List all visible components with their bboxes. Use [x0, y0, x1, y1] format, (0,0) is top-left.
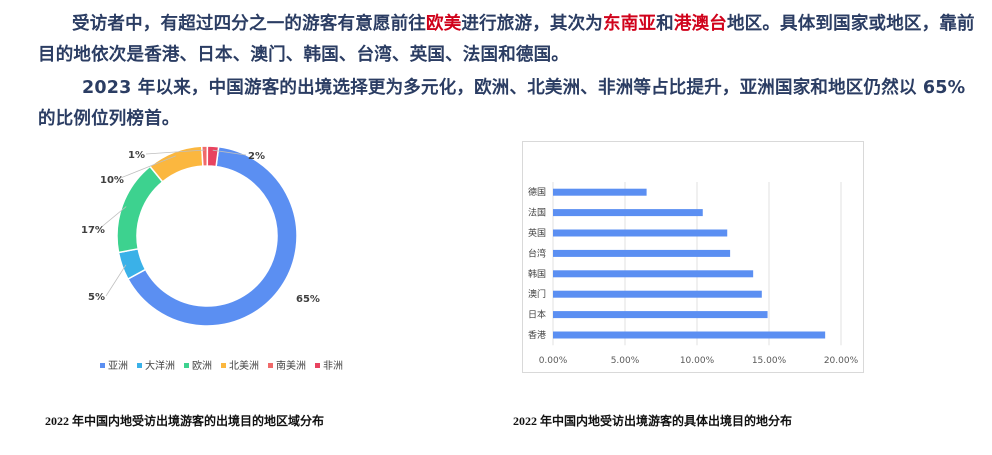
donut-slice-africa [206, 145, 220, 168]
legend-item-south_america: 南美洲 [268, 357, 306, 372]
bar-category-label-1: 日本 [528, 309, 546, 321]
bar-chart-caption: 2022 年中国内地受访出境游客的具体出境目的地分布 [513, 414, 793, 428]
donut-slice-north_america [148, 145, 204, 183]
legend-swatch-asia [100, 363, 105, 368]
bar-2 [553, 290, 762, 298]
bar-xtick-1: 5.00% [611, 356, 640, 366]
legend-swatch-north_america [221, 363, 226, 368]
paragraph-1: 受访者中，有超过四分之一的游客有意愿前往欧美进行旅游，其次为东南亚和港澳台地区。… [38, 9, 978, 71]
donut-leader-north_america [117, 155, 176, 180]
donut-label-europe: 17% [81, 225, 105, 236]
bar-xtick-2: 10.00% [680, 356, 715, 366]
bar-category-label-0: 香港 [528, 329, 546, 341]
donut-leader-south_america [145, 149, 205, 155]
bar-1 [553, 311, 768, 319]
bar-0 [553, 331, 826, 339]
bar-3 [553, 270, 754, 278]
legend-item-asia: 亚洲 [100, 357, 128, 372]
donut-leader-africa [212, 149, 247, 156]
donut-legend: 亚洲 大洋洲 欧洲 北美洲 南美洲 非洲 [100, 357, 352, 372]
bar-category-label-2: 澳门 [528, 288, 546, 300]
donut-leader-oceania [105, 264, 127, 297]
p1-text-a: 受访者中，有超过四分之一的游客有意愿前往 [72, 14, 426, 34]
legend-label-asia: 亚洲 [108, 361, 128, 372]
bar-6 [553, 209, 703, 217]
legend-label-europe: 欧洲 [192, 361, 212, 372]
legend-item-europe: 欧洲 [184, 357, 212, 372]
donut-leader-europe [98, 206, 127, 230]
legend-swatch-africa [315, 363, 320, 368]
donut-label-south_america: 1% [128, 150, 145, 161]
legend-swatch-oceania [137, 363, 142, 368]
bar-xtick-0: 0.00% [539, 356, 568, 366]
donut-label-asia: 65% [296, 294, 320, 305]
p1-text-c: 和 [656, 14, 674, 34]
p1-highlight-southeast-asia: 东南亚 [603, 14, 657, 34]
legend-label-oceania: 大洋洲 [145, 361, 175, 372]
legend-label-north_america: 北美洲 [229, 361, 259, 372]
legend-item-africa: 非洲 [315, 357, 343, 372]
bar-5 [553, 229, 728, 237]
bar-category-label-5: 英国 [528, 227, 546, 239]
bar-xtick-4: 20.00% [824, 356, 859, 366]
bar-7 [553, 188, 647, 196]
legend-swatch-south_america [268, 363, 273, 368]
donut-label-africa: 2% [248, 151, 265, 162]
bar-category-label-6: 法国 [528, 207, 546, 219]
bar-xtick-3: 15.00% [752, 356, 787, 366]
p1-text-d: 地区。具体到国家或地区，靠前目的地依次是香港、日本、澳门、韩国、台湾、英国、法国… [38, 14, 975, 65]
p2-text: 2023 年以来，中国游客的出境选择更为多元化，欧洲、北美洲、非洲等占比提升，亚… [38, 78, 966, 129]
donut-label-north_america: 10% [100, 175, 124, 186]
p1-highlight-europe-america: 欧美 [426, 14, 462, 34]
donut-slice-asia [126, 145, 298, 327]
paragraph-2: 2023 年以来，中国游客的出境选择更为多元化，欧洲、北美洲、非洲等占比提升，亚… [38, 73, 978, 135]
bar-category-label-4: 台湾 [528, 247, 546, 259]
legend-swatch-europe [184, 363, 189, 368]
legend-item-oceania: 大洋洲 [137, 357, 175, 372]
bar-category-label-3: 韩国 [528, 268, 546, 280]
p1-highlight-hk-macao-taiwan: 港澳台 [673, 14, 727, 34]
p1-text-b: 进行旅游，其次为 [461, 14, 604, 34]
legend-label-africa: 非洲 [323, 361, 343, 372]
donut-label-oceania: 5% [88, 292, 105, 303]
bar-4 [553, 249, 731, 257]
donut-slice-south_america [200, 145, 209, 167]
bar-category-label-7: 德国 [528, 186, 546, 198]
legend-item-north_america: 北美洲 [221, 357, 259, 372]
legend-label-south_america: 南美洲 [276, 361, 306, 372]
donut-chart-caption: 2022 年中国内地受访出境游客的出境目的地区域分布 [45, 414, 325, 428]
